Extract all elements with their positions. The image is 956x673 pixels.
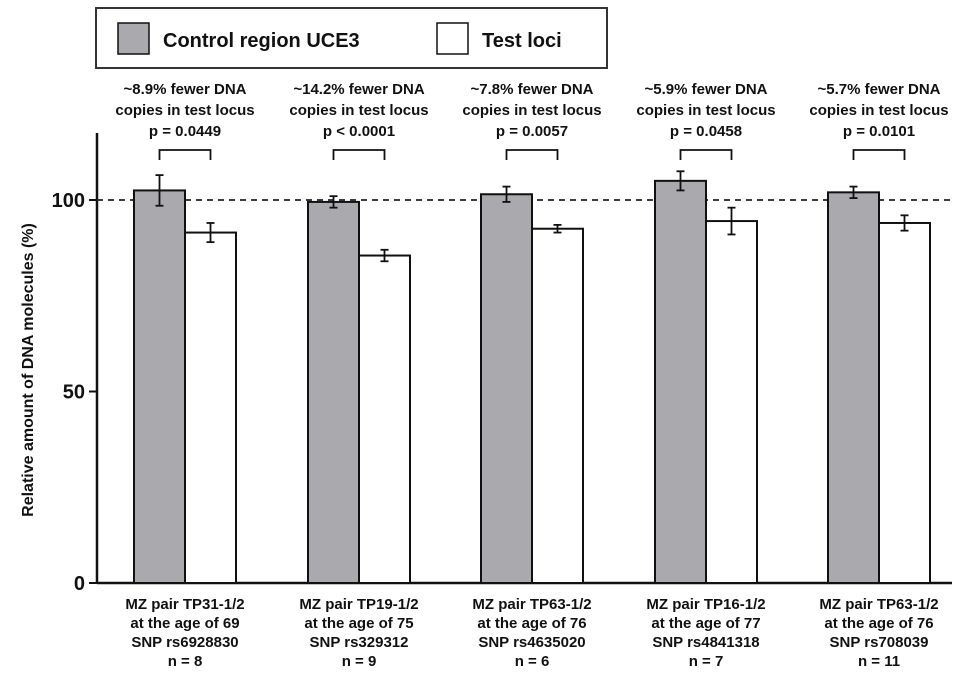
category-label: at the age of 76 (824, 615, 933, 632)
category-label: n = 9 (342, 653, 377, 670)
comparison-annotation: ~8.9% fewer DNA (124, 81, 247, 98)
bar-control (654, 179, 707, 584)
category-label: MZ pair TP63-1/2 (472, 596, 591, 613)
comparison-annotation: p < 0.0001 (323, 123, 395, 140)
comparison-annotation: p = 0.0057 (496, 123, 568, 140)
error-bar (727, 206, 736, 236)
comparison-annotation: p = 0.0449 (149, 123, 221, 140)
bar-control (307, 200, 360, 584)
category-label: SNP rs6928830 (131, 634, 238, 651)
comparison-annotation: copies in test locus (809, 102, 948, 119)
y-tick-label: 50 (63, 382, 85, 404)
bar-control (133, 189, 186, 585)
category-label: n = 7 (689, 653, 724, 670)
comparison-annotation: copies in test locus (636, 102, 775, 119)
bar-test (531, 227, 584, 584)
y-axis-label: Relative amount of DNA molecules (%) (20, 223, 37, 517)
category-label: SNP rs4635020 (478, 634, 585, 651)
category-label: MZ pair TP16-1/2 (646, 596, 765, 613)
error-bar (900, 214, 909, 232)
comparison-annotation: copies in test locus (462, 102, 601, 119)
comparison-annotation: ~5.9% fewer DNA (645, 81, 768, 98)
error-bar (676, 170, 685, 192)
category-label: SNP rs4841318 (652, 634, 759, 651)
y-tick-label: 100 (52, 190, 85, 212)
bar-test (358, 254, 411, 584)
comparison-annotation: ~5.7% fewer DNA (818, 81, 941, 98)
significance-bracket (332, 149, 386, 160)
category-label: n = 6 (515, 653, 550, 670)
error-bar (380, 248, 389, 263)
significance-bracket (679, 149, 733, 160)
category-label: at the age of 69 (130, 615, 239, 632)
comparison-annotation: copies in test locus (289, 102, 428, 119)
comparison-annotation: ~7.8% fewer DNA (471, 81, 594, 98)
category-label: MZ pair TP63-1/2 (819, 596, 938, 613)
error-bar (329, 195, 338, 209)
comparison-annotation: p = 0.0101 (843, 123, 915, 140)
legend-frame (95, 7, 608, 69)
significance-bracket (852, 149, 906, 160)
error-bar (849, 185, 858, 199)
category-label: n = 8 (168, 653, 203, 670)
category-label: MZ pair TP31-1/2 (125, 596, 244, 613)
category-label: SNP rs708039 (830, 634, 929, 651)
y-tick-label: 0 (74, 573, 85, 595)
bars (133, 170, 931, 585)
legend-label-test: Test loci (482, 30, 562, 52)
legend: Control region UCE3 Test loci (95, 7, 608, 69)
category-label: SNP rs329312 (310, 634, 409, 651)
error-bar (553, 223, 562, 234)
category-label: n = 11 (858, 653, 900, 670)
category-label: at the age of 75 (304, 615, 413, 632)
axes: 0 50 100 Relative amount of DNA molecules (… (20, 133, 952, 595)
bar-test (184, 231, 237, 584)
labels: ~8.9% fewer DNA copies in test locus p = 0… (115, 81, 948, 670)
bar-test (878, 221, 931, 584)
bar-control (827, 191, 880, 584)
comparison-annotation: ~14.2% fewer DNA (293, 81, 424, 98)
significance-bracket (158, 149, 212, 160)
significance-bracket (505, 149, 559, 160)
bar-control (480, 193, 533, 584)
error-bar (502, 185, 511, 203)
bar-test (705, 220, 758, 584)
comparison-annotation: p = 0.0458 (670, 123, 742, 140)
legend-swatch-control (117, 22, 150, 55)
legend-swatch-test (436, 22, 469, 55)
category-label: MZ pair TP19-1/2 (299, 596, 418, 613)
category-label: at the age of 76 (477, 615, 586, 632)
comparison-annotation: copies in test locus (115, 102, 254, 119)
error-bar (155, 174, 164, 207)
legend-label-control: Control region UCE3 (163, 30, 360, 52)
category-label: at the age of 77 (651, 615, 760, 632)
error-bar (206, 222, 215, 244)
